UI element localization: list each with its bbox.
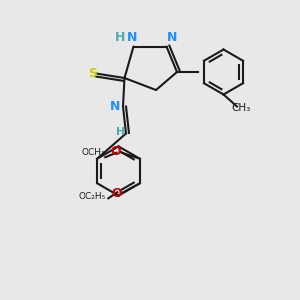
Text: O: O (110, 145, 121, 158)
Text: N: N (110, 100, 121, 113)
Text: N: N (127, 31, 137, 44)
Text: CH₃: CH₃ (231, 103, 250, 113)
Text: N: N (167, 31, 178, 44)
Text: H: H (115, 31, 125, 44)
Text: S: S (88, 67, 97, 80)
Text: OCH₃: OCH₃ (82, 148, 105, 157)
Text: OC₂H₅: OC₂H₅ (78, 192, 105, 201)
Text: H: H (116, 127, 125, 137)
Text: O: O (111, 187, 122, 200)
